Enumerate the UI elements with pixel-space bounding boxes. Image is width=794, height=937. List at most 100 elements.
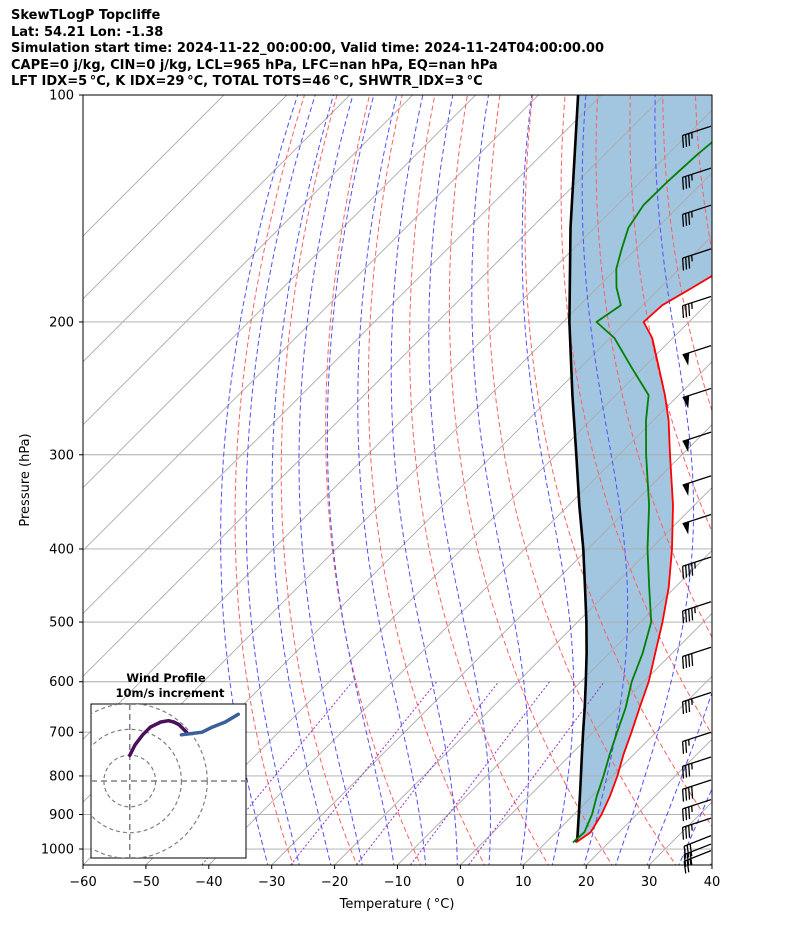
y-tick-label: 500 — [49, 616, 74, 631]
wind-barb — [681, 248, 712, 271]
wind-barb — [681, 817, 712, 840]
wind-barb — [681, 167, 712, 190]
moist-adiabat — [390, 95, 458, 865]
background-lines — [83, 78, 794, 868]
isotherm-line — [208, 361, 712, 865]
x-tick-label: 20 — [578, 875, 595, 890]
mixing-ratio-line — [355, 681, 499, 865]
dry-adiabat — [524, 95, 712, 828]
moist-adiabat — [271, 95, 334, 865]
wind-barb — [681, 779, 712, 802]
isotherm-line — [83, 95, 225, 237]
y-tick-label: 1000 — [41, 843, 74, 858]
wind-barb — [682, 431, 712, 453]
moist-adiabat — [298, 95, 363, 865]
chart-title: SkewTLogP Topcliffe — [11, 8, 161, 23]
dry-adiabat — [448, 95, 613, 865]
isotherm-line — [459, 612, 712, 865]
inset-title: Wind Profile — [126, 671, 206, 685]
dry-adiabat — [234, 95, 306, 865]
isotherm-line — [271, 424, 712, 865]
hodograph-trace-high — [179, 712, 241, 737]
isotherm-line — [396, 549, 712, 865]
moist-adiabat — [326, 95, 395, 865]
isotherm-line — [83, 95, 603, 615]
time-line: Simulation start time: 2024-11-22_00:00:… — [11, 41, 604, 56]
y-tick-label: 800 — [49, 769, 74, 784]
isotherm-line — [145, 298, 712, 865]
wind-barbs — [681, 125, 712, 874]
cape-shading — [569, 95, 712, 843]
wind-barb — [681, 125, 712, 148]
dry-adiabat — [280, 95, 358, 865]
dry-adiabat — [727, 78, 794, 868]
moist-adiabat — [220, 95, 299, 865]
y-axis-label: Pressure (hPa) — [18, 433, 33, 526]
wind-barb — [683, 850, 712, 874]
wind-barb — [681, 556, 712, 579]
moist-adiabat — [646, 691, 712, 865]
moist-adiabat — [521, 95, 575, 865]
isotherm-line — [711, 864, 712, 865]
profile-lines — [568, 95, 712, 844]
x-axis-label: Temperature ( °C) — [339, 897, 455, 912]
x-tick-label: 40 — [704, 875, 721, 890]
indices-line: LFT IDX=5 °C, K IDX=29 °C, TOTAL TOTS=46… — [11, 74, 483, 89]
isotherm-line — [83, 109, 712, 740]
x-tick-label: −10 — [384, 875, 411, 890]
location-line: Lat: 54.21 Lon: -1.38 — [11, 24, 164, 40]
moist-adiabat — [678, 787, 712, 865]
wind-barb — [681, 204, 712, 227]
isotherm-line — [522, 675, 712, 865]
axes: −60 −50 −40 −30 −20 −10 0 10 20 30 40 1000 900 800 700… — [41, 89, 720, 891]
moist-adiabat — [581, 95, 629, 865]
dry-adiabat — [560, 95, 712, 736]
moist-adiabat — [615, 95, 695, 865]
chart-header: SkewTLogP Topcliffe Lat: 54.21 Lon: -1.3… — [11, 8, 604, 91]
parcel-line — [568, 95, 588, 843]
wind-barb — [681, 646, 712, 669]
hodograph-ring — [91, 704, 208, 858]
wind-barb — [681, 295, 712, 319]
moist-adiabat — [709, 860, 712, 865]
wind-barb — [681, 601, 712, 624]
hodograph-trace-low — [128, 718, 189, 758]
y-tick-label: 100 — [49, 89, 74, 104]
wind-barb — [681, 731, 712, 754]
y-tick-label: 700 — [49, 726, 74, 741]
isotherm-line — [333, 486, 712, 865]
dry-adiabat — [487, 95, 677, 865]
dry-adiabat — [759, 78, 794, 868]
dry-adiabat — [595, 95, 712, 639]
temperature-line — [575, 274, 712, 844]
wind-barb — [682, 513, 712, 535]
y-tick-label: 400 — [49, 542, 74, 557]
dry-adiabat — [325, 95, 422, 865]
moist-adiabat — [357, 95, 427, 865]
x-tick-label: 30 — [641, 875, 658, 890]
y-tick-label: 900 — [49, 808, 74, 823]
wind-barb — [682, 475, 712, 496]
dewpoint-line — [572, 141, 712, 844]
wind-barb — [683, 835, 712, 859]
y-tick-label: 300 — [49, 448, 74, 463]
x-tick-label: −30 — [258, 875, 285, 890]
wind-barb — [682, 345, 712, 366]
wind-barb — [681, 799, 712, 822]
x-tick-label: −60 — [69, 875, 96, 890]
cape-shade-area — [569, 95, 712, 843]
x-tick-label: 10 — [515, 875, 532, 890]
y-tick-label: 600 — [49, 675, 74, 690]
wind-barb — [681, 691, 712, 715]
dry-adiabat — [367, 95, 486, 865]
wind-barb — [682, 387, 712, 409]
x-tick-label: −50 — [132, 875, 159, 890]
wind-profile-inset: Wind Profile 10m/s increment — [90, 671, 247, 859]
isotherm-line — [83, 95, 351, 363]
y-tick-label: 200 — [49, 315, 74, 330]
x-tick-label: 0 — [456, 875, 464, 890]
isotherm-line — [83, 95, 540, 552]
moist-adiabat — [471, 95, 530, 865]
params-line: CAPE=0 j/kg, CIN=0 j/kg, LCL=965 hPa, LF… — [11, 57, 498, 73]
